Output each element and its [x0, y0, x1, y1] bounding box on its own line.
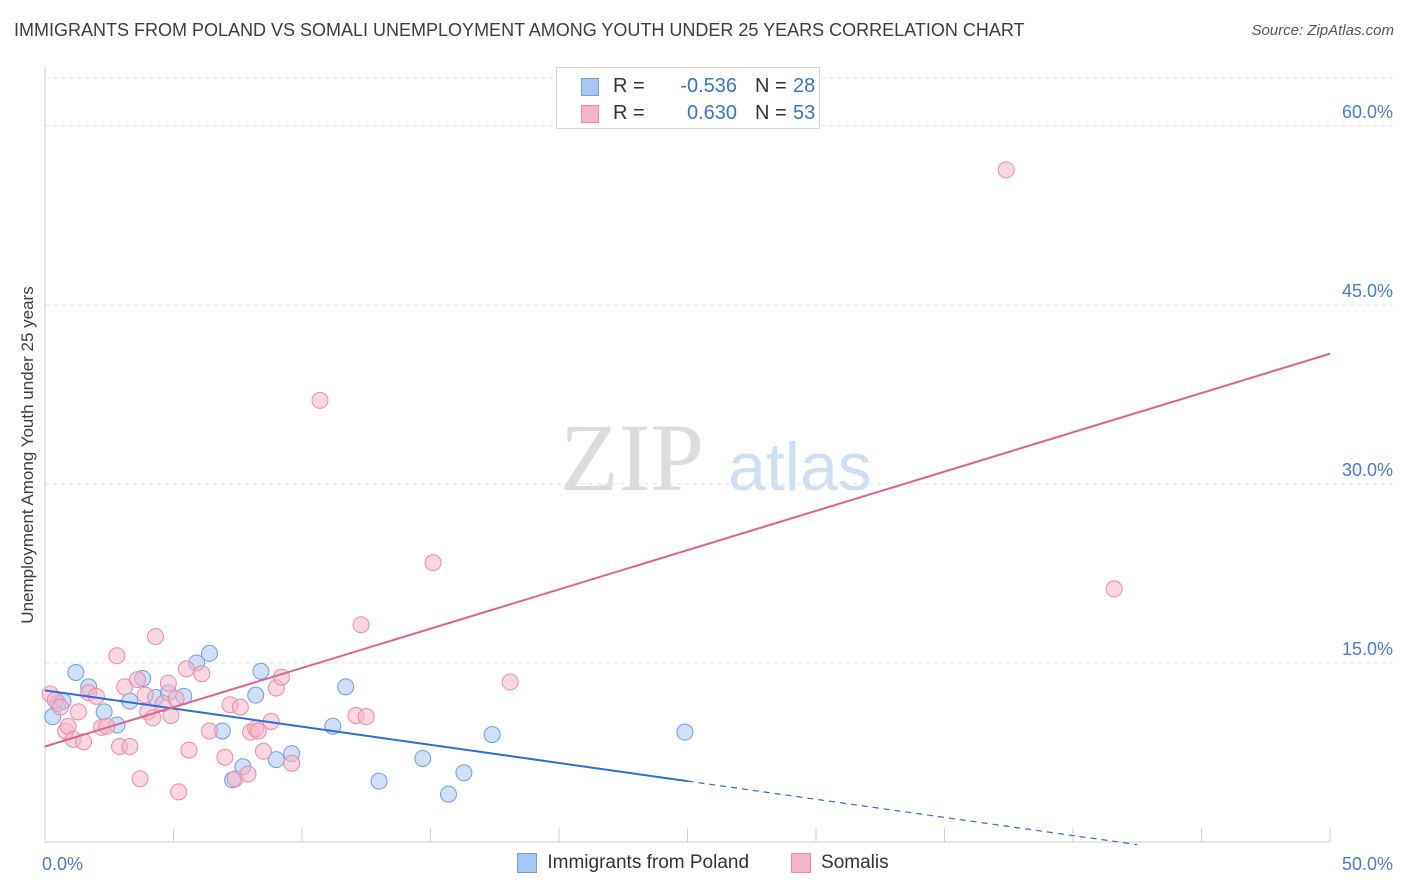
- legend-row-poland: R = -0.536 N = 28: [557, 73, 815, 100]
- watermark-zip: ZIP: [560, 404, 704, 511]
- point-somalis: [357, 708, 375, 726]
- point-somalis: [136, 686, 154, 704]
- point-somalis: [254, 742, 272, 760]
- point-somalis: [200, 722, 218, 740]
- point-poland: [483, 726, 501, 744]
- point-somalis: [147, 628, 165, 646]
- point-somalis: [501, 673, 519, 691]
- n-value: 28: [793, 75, 816, 97]
- n-value: 53: [793, 102, 816, 124]
- point-somalis: [193, 665, 211, 683]
- point-poland: [252, 662, 270, 680]
- chart-title: IMMIGRANTS FROM POLAND VS SOMALI UNEMPLO…: [14, 20, 1025, 40]
- legend-row-somalis: R = 0.630 N = 53: [557, 100, 815, 127]
- point-somalis: [249, 722, 267, 740]
- trend-lines: [44, 352, 1331, 846]
- correlation-legend: R = -0.536 N = 28 R = 0.630 N = 53: [556, 67, 820, 129]
- point-somalis: [121, 738, 139, 755]
- tick-labels: 15.0% 30.0% 45.0% 60.0% 0.0% 50.0%: [42, 102, 1393, 874]
- legend-item-poland[interactable]: Immigrants from Poland: [517, 852, 749, 874]
- trend-line-poland: [44, 689, 688, 783]
- point-somalis: [311, 391, 329, 409]
- y-tick-label: 15.0%: [1342, 639, 1393, 659]
- point-poland: [439, 785, 457, 803]
- x-tick-label-max: 50.0%: [1342, 854, 1393, 874]
- y-tick-label: 60.0%: [1342, 102, 1393, 122]
- legend-label-somalis: Somalis: [821, 852, 889, 873]
- point-poland: [247, 686, 265, 704]
- r-value: -0.536: [680, 75, 737, 97]
- point-somalis: [216, 748, 234, 766]
- point-poland: [337, 678, 355, 696]
- point-somalis: [180, 741, 198, 759]
- point-poland: [95, 703, 113, 721]
- legend-swatch-poland: [517, 853, 538, 873]
- point-somalis: [177, 660, 195, 678]
- point-somalis: [283, 754, 301, 772]
- trend-line-somalis: [44, 352, 1331, 748]
- point-somalis: [170, 783, 188, 801]
- point-somalis: [108, 647, 126, 665]
- legend-label-poland: Immigrants from Poland: [547, 852, 750, 873]
- point-somalis: [159, 674, 177, 692]
- n-label: N =: [755, 102, 787, 124]
- point-somalis: [352, 616, 370, 634]
- point-poland: [370, 772, 388, 790]
- watermark-atlas: atlas: [728, 429, 872, 505]
- source-label: Source: ZipAtlas.com: [1251, 22, 1394, 39]
- r-label: R =: [613, 75, 645, 97]
- point-somalis: [231, 698, 249, 716]
- legend-item-somalis[interactable]: Somalis: [791, 852, 889, 874]
- point-somalis: [69, 703, 87, 721]
- r-label: R =: [613, 102, 645, 124]
- legend-swatch-somalis: [581, 104, 599, 123]
- y-tick-label: 30.0%: [1342, 460, 1393, 480]
- legend-swatch-somalis: [791, 853, 812, 873]
- point-somalis: [131, 770, 149, 788]
- point-somalis: [116, 678, 134, 696]
- point-somalis: [51, 698, 69, 716]
- point-somalis: [997, 161, 1015, 179]
- trend-line-poland-extension: [687, 780, 1138, 846]
- legend-swatch-poland: [581, 77, 599, 96]
- point-somalis: [1105, 580, 1123, 598]
- point-somalis: [239, 765, 257, 783]
- point-poland: [200, 644, 218, 662]
- n-label: N =: [755, 75, 787, 97]
- point-poland: [414, 749, 432, 767]
- point-poland: [67, 663, 85, 681]
- series-legend: Immigrants from Poland Somalis: [0, 852, 1406, 874]
- point-somalis: [424, 554, 442, 572]
- point-somalis: [129, 671, 147, 689]
- gridlines: [45, 77, 1395, 664]
- point-poland: [676, 723, 694, 741]
- x-tick-label-min: 0.0%: [42, 854, 83, 874]
- y-tick-label: 45.0%: [1342, 281, 1393, 301]
- watermark: ZIP atlas: [560, 404, 872, 511]
- r-value: 0.630: [686, 102, 737, 124]
- point-poland: [455, 764, 473, 782]
